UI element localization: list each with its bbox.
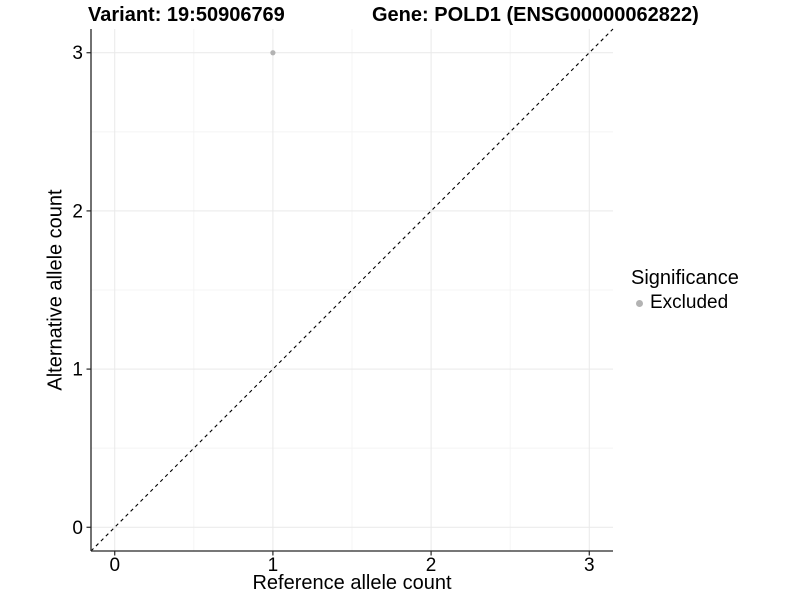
legend: Significance Excluded bbox=[631, 266, 739, 314]
y-axis-title: Alternative allele count bbox=[44, 189, 67, 391]
x-tick-label: 0 bbox=[109, 555, 120, 576]
y-tick-label: 0 bbox=[72, 518, 83, 539]
legend-item-label: Excluded bbox=[650, 292, 729, 313]
plot-title-variant: Variant: 19:50906769 bbox=[88, 4, 285, 26]
y-tick-label: 2 bbox=[72, 201, 83, 222]
x-tick-label: 2 bbox=[426, 555, 437, 576]
data-point bbox=[270, 50, 276, 56]
x-axis-title: Reference allele count bbox=[252, 572, 452, 594]
x-tick-label: 1 bbox=[268, 555, 279, 576]
y-tick-label: 3 bbox=[72, 43, 83, 64]
y-tick-label: 1 bbox=[72, 360, 83, 381]
x-tick-label: 3 bbox=[584, 555, 595, 576]
plot-title-gene: Gene: POLD1 (ENSG00000062822) bbox=[372, 4, 699, 26]
legend-title: Significance bbox=[631, 267, 739, 289]
legend-item-excluded: Excluded bbox=[631, 292, 739, 314]
excluded-point-icon bbox=[636, 299, 643, 307]
